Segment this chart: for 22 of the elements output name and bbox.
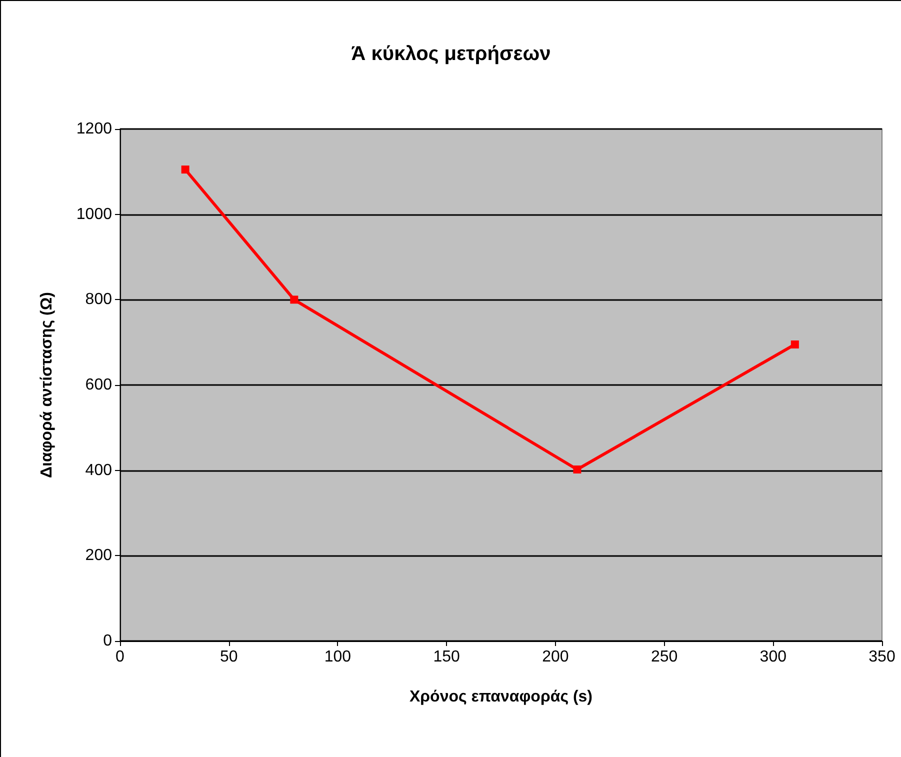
y-axis-title: Διαφορά αντίστασης (Ω) [38,292,56,478]
point [573,465,582,474]
y-tick-label: 1200 [76,120,112,138]
x-tick-label: 150 [433,648,460,666]
x-tick-label: 200 [542,648,569,666]
y-tick-label: 1000 [76,206,112,223]
x-axis-title: Χρόνος επαναφοράς (s) [409,688,593,706]
x-tick-label: 50 [220,648,238,666]
y-tick-label: 200 [85,547,112,564]
chart-title: Ά κύκλος μετρήσεων [351,43,551,65]
point [290,296,298,304]
point [790,340,799,348]
y-tick-label: 800 [85,291,112,308]
x-tick-label: 350 [868,648,896,666]
x-tick-label: 100 [324,648,352,666]
y-tick-label: 600 [85,376,112,394]
x-tick-label: 0 [116,648,125,666]
point [181,166,190,174]
x-tick-label: 300 [760,648,787,666]
y-tick-label: 400 [85,462,112,479]
y-tick-label: 0 [103,632,112,650]
x-tick-label: 250 [650,648,678,666]
